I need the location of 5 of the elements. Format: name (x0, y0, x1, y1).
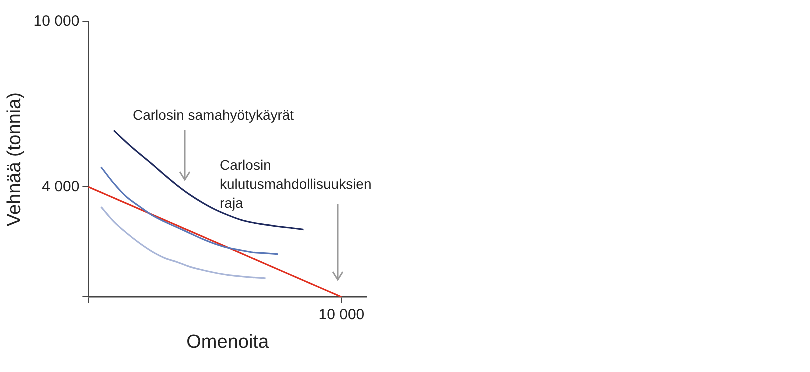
x-axis-title: Omenoita (186, 332, 270, 353)
y-axis-title: Vehnää (tonnia) (4, 92, 26, 227)
annotation: Carlosin kulutusmahdollisuuksien raja (220, 156, 372, 211)
annotation: Carlosin samahyötykäyrät (133, 106, 294, 123)
y-tick-label: 4 000 (42, 178, 80, 196)
